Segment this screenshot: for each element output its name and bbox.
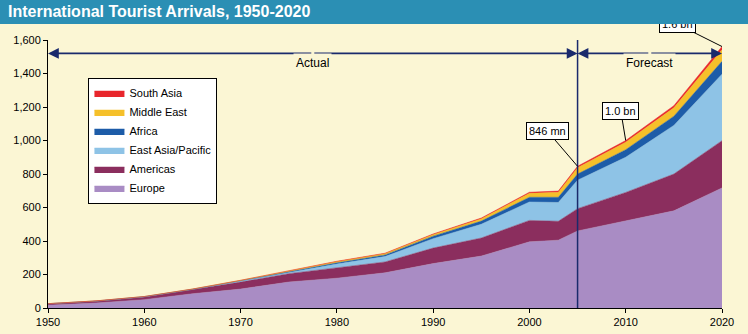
svg-text:2020: 2020 [710,316,734,328]
svg-text:1970: 1970 [228,316,252,328]
svg-text:1,600: 1,600 [13,34,41,46]
svg-text:2010: 2010 [613,316,637,328]
svg-text:1.0 bn: 1.0 bn [605,105,636,117]
svg-text:2000: 2000 [517,316,541,328]
svg-text:400: 400 [22,235,40,247]
svg-text:200: 200 [22,268,40,280]
svg-text:East Asia/Pacific: East Asia/Pacific [129,144,211,156]
svg-text:Forecast: Forecast [626,56,673,70]
svg-text:Middle East: Middle East [129,106,186,118]
svg-text:Actual: Actual [296,56,329,70]
svg-text:0: 0 [35,302,41,314]
svg-text:South Asia: South Asia [129,87,182,99]
svg-text:1,000: 1,000 [13,134,41,146]
svg-text:600: 600 [22,201,40,213]
svg-text:846 mn: 846 mn [529,125,566,137]
svg-text:Americas: Americas [129,163,175,175]
svg-text:1,400: 1,400 [13,67,41,79]
svg-text:1950: 1950 [36,316,60,328]
svg-text:800: 800 [22,168,40,180]
svg-text:1,200: 1,200 [13,101,41,113]
svg-text:1.6 bn: 1.6 bn [662,24,693,30]
html-text:International Tourist Arrivals: International Tourist Arrivals, 1950-202… [8,3,311,20]
svg-text:1990: 1990 [421,316,445,328]
svg-text:1980: 1980 [325,316,349,328]
svg-text:1960: 1960 [132,316,156,328]
svg-text:Europe: Europe [129,182,164,194]
svg-text:Africa: Africa [129,125,158,137]
